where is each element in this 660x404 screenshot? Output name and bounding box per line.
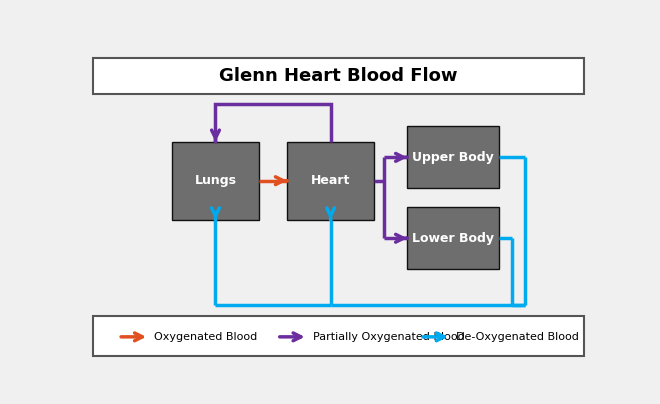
FancyBboxPatch shape: [407, 126, 500, 188]
FancyBboxPatch shape: [172, 142, 259, 220]
FancyBboxPatch shape: [92, 316, 583, 356]
FancyBboxPatch shape: [92, 58, 583, 94]
Text: Lower Body: Lower Body: [412, 232, 494, 245]
Text: Glenn Heart Blood Flow: Glenn Heart Blood Flow: [219, 67, 457, 84]
FancyBboxPatch shape: [287, 142, 374, 220]
FancyBboxPatch shape: [407, 207, 500, 269]
Text: Oxygenated Blood: Oxygenated Blood: [154, 332, 257, 342]
Text: Lungs: Lungs: [195, 174, 236, 187]
Text: Heart: Heart: [311, 174, 350, 187]
Text: Upper Body: Upper Body: [412, 151, 494, 164]
Text: De-Oxygenated Blood: De-Oxygenated Blood: [456, 332, 579, 342]
Text: Partially Oxygenated Blood: Partially Oxygenated Blood: [313, 332, 465, 342]
